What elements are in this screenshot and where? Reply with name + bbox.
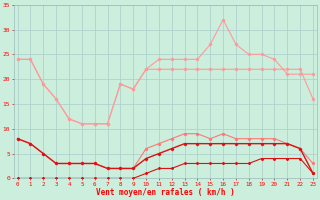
X-axis label: Vent moyen/en rafales ( km/h ): Vent moyen/en rafales ( km/h )	[96, 188, 235, 197]
